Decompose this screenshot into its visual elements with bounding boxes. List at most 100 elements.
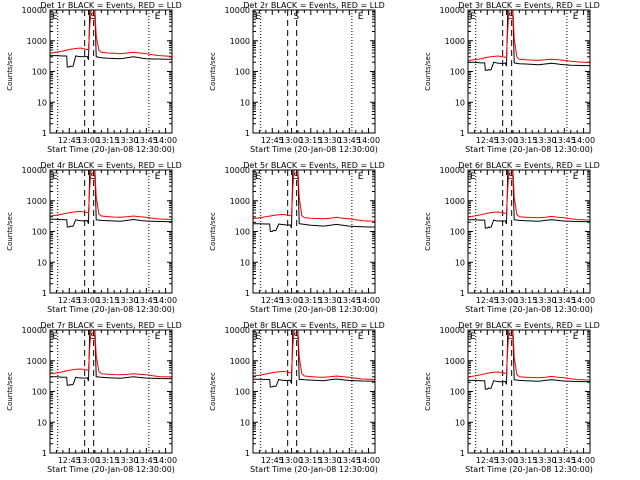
x-tick-label: 12:45 xyxy=(476,456,499,465)
y-tick-label: 100 xyxy=(235,228,250,237)
x-tick-label: 13:45 xyxy=(338,456,361,465)
series-lld xyxy=(252,169,376,222)
plot-frame xyxy=(252,329,376,454)
y-tick-label: 1 xyxy=(42,129,47,138)
panel-2: Det 2r BLACK = Events, RED = LLD Counts/s… xyxy=(209,1,385,154)
panel-title: Det 5r BLACK = Events, RED = LLD xyxy=(243,161,385,170)
y-tick-label: 1 xyxy=(42,449,47,458)
y-tick-label: 1000 xyxy=(230,357,250,366)
y-tick-label: 100 xyxy=(235,68,250,77)
x-tick-label: 13:30 xyxy=(116,136,139,145)
series-lld xyxy=(252,329,376,380)
event-marker: E xyxy=(52,332,58,342)
x-tick-label: 12:45 xyxy=(476,296,499,305)
y-tick-label: 10 xyxy=(455,258,465,267)
x-tick-label: 13:00 xyxy=(280,456,303,465)
panel-title: Det 8r BLACK = Events, RED = LLD xyxy=(243,321,385,330)
event-marker: E xyxy=(573,172,579,182)
y-tick-label: 1 xyxy=(460,289,465,298)
event-marker: E xyxy=(470,12,476,22)
panel-title: Det 9r BLACK = Events, RED = LLD xyxy=(458,321,600,330)
x-axis-label: Start Time (20-Jan-08 12:30:00) xyxy=(465,465,593,474)
x-axis-label: Start Time (20-Jan-08 12:30:00) xyxy=(47,465,175,474)
y-axis-label: Counts/sec xyxy=(424,52,432,91)
x-tick-label: 13:30 xyxy=(116,296,139,305)
x-tick-label: 13:00 xyxy=(77,456,100,465)
x-tick-label: 13:15 xyxy=(514,296,537,305)
series-lld xyxy=(49,9,173,57)
x-tick-label: 13:15 xyxy=(96,456,119,465)
y-tick-label: 100 xyxy=(450,388,465,397)
y-tick-label: 10 xyxy=(37,98,47,107)
y-tick-label: 10000 xyxy=(440,326,465,335)
event-marker: S xyxy=(91,172,97,182)
panel-7: Det 7r BLACK = Events, RED = LLD Counts/s… xyxy=(6,321,182,474)
panel-4: Det 4r BLACK = Events, RED = LLD Counts/s… xyxy=(6,161,182,314)
x-tick-label: 14:00 xyxy=(154,456,177,465)
x-tick-label: 13:00 xyxy=(77,136,100,145)
plot-frame xyxy=(252,9,376,134)
x-tick-label: 13:15 xyxy=(514,136,537,145)
plot-frame xyxy=(467,329,591,454)
event-marker: S xyxy=(294,332,300,342)
y-tick-label: 10 xyxy=(240,258,250,267)
y-tick-label: 1000 xyxy=(230,37,250,46)
y-tick-label: 1 xyxy=(460,449,465,458)
y-tick-label: 100 xyxy=(32,68,47,77)
x-tick-label: 13:30 xyxy=(319,456,342,465)
y-axis-label: Counts/sec xyxy=(6,212,14,251)
y-tick-label: 10000 xyxy=(225,166,250,175)
x-tick-label: 13:45 xyxy=(135,456,158,465)
x-tick-label: 13:45 xyxy=(553,456,576,465)
x-tick-label: 13:15 xyxy=(299,136,322,145)
panel-title: Det 3r BLACK = Events, RED = LLD xyxy=(458,1,600,10)
event-marker: E xyxy=(155,332,161,342)
y-tick-label: 10000 xyxy=(440,166,465,175)
x-tick-label: 12:45 xyxy=(261,136,284,145)
y-tick-label: 10000 xyxy=(22,166,47,175)
x-tick-label: 13:45 xyxy=(338,296,361,305)
x-tick-label: 14:00 xyxy=(357,456,380,465)
y-tick-label: 100 xyxy=(32,388,47,397)
x-tick-label: 13:15 xyxy=(96,136,119,145)
y-tick-label: 10000 xyxy=(225,326,250,335)
panel-5: Det 5r BLACK = Events, RED = LLD Counts/s… xyxy=(209,161,385,314)
x-tick-label: 14:00 xyxy=(154,136,177,145)
series-lld xyxy=(467,9,591,64)
series-events xyxy=(253,169,375,232)
plot-frame xyxy=(467,9,591,134)
panel-title: Det 1r BLACK = Events, RED = LLD xyxy=(40,1,182,10)
event-marker: S xyxy=(509,172,515,182)
panel-6: Det 6r BLACK = Events, RED = LLD Counts/s… xyxy=(424,161,600,314)
x-tick-label: 13:45 xyxy=(553,296,576,305)
x-tick-label: 13:00 xyxy=(77,296,100,305)
y-axis-label: Counts/sec xyxy=(6,372,14,411)
y-tick-label: 1 xyxy=(42,289,47,298)
y-tick-label: 10 xyxy=(455,98,465,107)
y-tick-label: 10 xyxy=(240,418,250,427)
x-tick-label: 14:00 xyxy=(357,296,380,305)
event-marker: E xyxy=(358,12,364,22)
y-tick-label: 10 xyxy=(455,418,465,427)
plot-frame xyxy=(252,169,376,294)
panel-title: Det 7r BLACK = Events, RED = LLD xyxy=(40,321,182,330)
x-tick-label: 13:45 xyxy=(338,136,361,145)
x-tick-label: 13:30 xyxy=(319,136,342,145)
x-tick-label: 13:30 xyxy=(116,456,139,465)
x-tick-label: 13:30 xyxy=(534,136,557,145)
y-tick-label: 1000 xyxy=(445,197,465,206)
event-marker: E xyxy=(255,332,261,342)
x-axis-label: Start Time (20-Jan-08 12:30:00) xyxy=(250,465,378,474)
panel-title: Det 4r BLACK = Events, RED = LLD xyxy=(40,161,182,170)
x-axis-label: Start Time (20-Jan-08 12:30:00) xyxy=(47,305,175,314)
event-marker: S xyxy=(509,12,515,22)
panel-9: Det 9r BLACK = Events, RED = LLD Counts/s… xyxy=(424,321,600,474)
series-lld xyxy=(49,169,173,220)
plot-frame xyxy=(49,329,173,454)
series-events xyxy=(50,9,172,68)
event-marker: S xyxy=(294,172,300,182)
panel-3: Det 3r BLACK = Events, RED = LLD Counts/s… xyxy=(424,1,600,154)
y-tick-label: 1000 xyxy=(27,37,47,46)
x-tick-label: 13:15 xyxy=(299,296,322,305)
x-axis-label: Start Time (20-Jan-08 12:30:00) xyxy=(465,305,593,314)
